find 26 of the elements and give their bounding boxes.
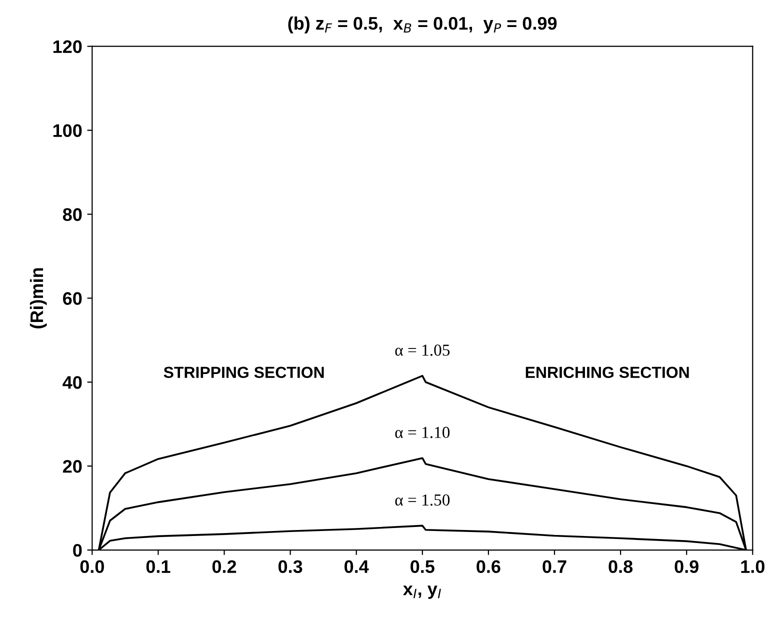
y-tick-label: 40 xyxy=(62,376,82,389)
x-tick-label: 0.4 xyxy=(344,560,369,574)
x-tick-label: 0.7 xyxy=(542,560,566,574)
y-tick-label: 120 xyxy=(53,40,82,54)
x-tick-label: 0.6 xyxy=(476,560,500,574)
y-tick-label: 60 xyxy=(63,292,82,305)
x-tick-label: 0.2 xyxy=(212,560,236,574)
y-tick-label: 20 xyxy=(62,460,82,473)
x-tick-label: 1.0 xyxy=(741,560,764,574)
chart-title: (b) z$_{F}$ = 0.5, x$_{B}$ = 0.01, y$_{P}$ = 0.99 xyxy=(288,16,557,34)
y-tick-label: 0 xyxy=(73,544,82,557)
x-axis-title: x$_{I}$, y$_{I}$ xyxy=(403,586,441,599)
x-tick-label: 0.1 xyxy=(146,560,170,574)
x-tick-label: 0.3 xyxy=(278,560,302,574)
y-tick-label: 80 xyxy=(62,208,82,221)
series-label: α = 1.10 xyxy=(395,426,450,438)
y-tick-label: 100 xyxy=(53,124,82,138)
series-label: α = 1.50 xyxy=(395,494,450,506)
x-tick-label: 0.5 xyxy=(410,560,434,574)
annotation: ENRICHING SECTION xyxy=(526,366,689,378)
x-tick-label: 0.8 xyxy=(608,560,633,574)
x-tick-label: 0.9 xyxy=(674,560,698,574)
series-label: α = 1.05 xyxy=(395,344,450,356)
y-axis-title: (Ri)min xyxy=(30,268,47,328)
x-tick-label: 0.0 xyxy=(80,560,104,574)
annotation: STRIPPING SECTION xyxy=(164,366,324,378)
